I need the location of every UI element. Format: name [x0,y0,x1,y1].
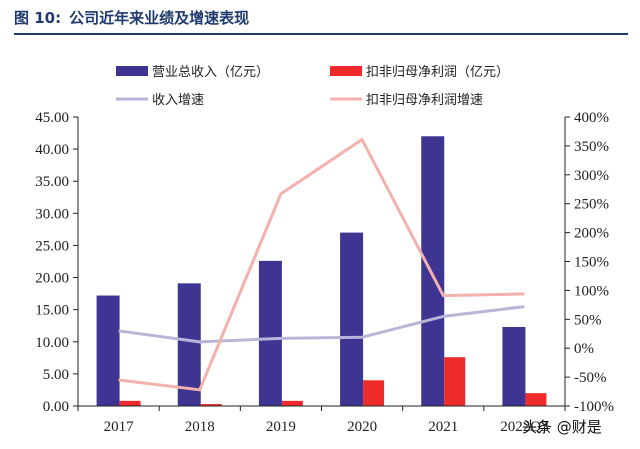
x-axis: 2017 2018 2019 2020 2021 2022Q3 [77,405,566,435]
x-tick-label: 2018 [185,419,215,435]
x-tick-label: 2020 [347,419,377,435]
x-tick-label: 2022Q3 [500,419,548,435]
revenue-bar [502,327,526,406]
left-tick-label: 40.00 [35,142,69,158]
legend: 营业总收入（亿元） 扣非归母净利润（亿元） 收入增速 扣非归母净利润增速 [116,65,509,108]
revenue-bar [177,283,201,406]
watermark: 头条 @财是 [522,418,602,436]
legend-label: 收入增速 [152,93,204,108]
right-tick-label: 50% [574,312,602,328]
right-tick-label: 400% [574,110,609,126]
profit-bar [363,380,385,406]
right-tick-label: 0% [574,341,594,357]
profit-bar [444,357,466,406]
legend-label: 扣非归母净利润（亿元） [366,65,509,80]
right-tick-label: -50% [574,370,607,386]
profit-bar [119,400,141,406]
right-tick-label: -100% [574,399,614,415]
left-tick-label: 15.00 [35,303,69,319]
header-rule [14,33,628,35]
left-tick-label: 0.00 [43,399,69,415]
x-tick-label: 2017 [104,419,135,435]
figure-title-row: 图 10: 公司近年来业绩及增速表现 [14,6,249,28]
profit-bar [525,393,547,406]
revenue-bar [258,260,282,406]
figure-title: 公司近年来业绩及增速表现 [69,8,250,27]
right-tick-label: 200% [574,226,609,242]
left-tick-label: 5.00 [43,367,69,383]
profit-growth-line [118,138,525,392]
left-tick-label: 20.00 [35,271,69,287]
profit-bar [281,400,303,406]
legend-label: 营业总收入（亿元） [152,65,269,80]
left-axis: 0.00 5.00 10.00 15.00 20.00 25.00 30.00 35.00 40… [35,110,79,415]
x-tick-label: 2021 [428,419,458,435]
right-tick-label: 100% [574,283,609,299]
right-axis: -100% -50% 0% 50% 100% 150% 200% 250% 300% 350% 40… [564,110,614,415]
legend-swatch [116,66,148,76]
left-tick-label: 25.00 [35,238,69,254]
right-tick-label: 150% [574,255,609,271]
left-tick-label: 45.00 [35,110,69,126]
x-tick-label: 2019 [266,419,296,435]
left-tick-label: 35.00 [35,174,69,190]
revenue-growth-line [118,305,525,344]
revenue-bar [96,295,120,406]
profit-bar [200,404,222,406]
left-tick-label: 10.00 [35,335,69,351]
growth-lines [118,138,525,392]
right-tick-label: 300% [574,168,609,184]
figure-label: 图 10: [14,8,62,27]
revenue-bar [421,136,445,406]
right-tick-label: 350% [574,139,609,155]
legend-label: 扣非归母净利润增速 [366,93,483,108]
bars [96,136,547,406]
left-tick-label: 30.00 [35,206,69,222]
revenue-bar [340,232,364,406]
right-tick-label: 250% [574,197,609,213]
legend-swatch [330,66,362,76]
